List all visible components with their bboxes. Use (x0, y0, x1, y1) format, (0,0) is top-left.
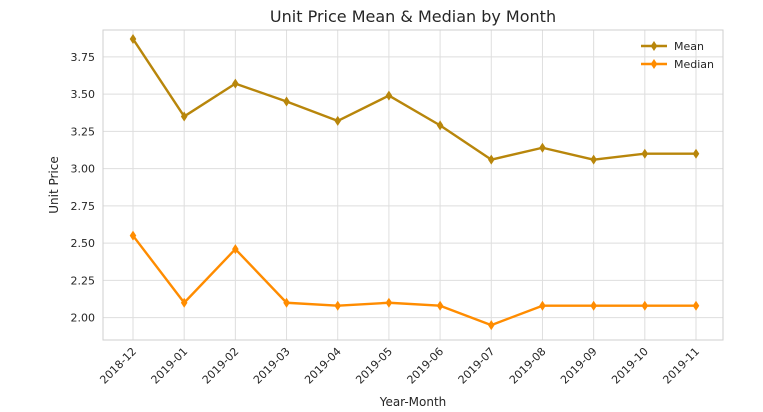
y-tick-label: 3.25 (71, 125, 96, 138)
series-layer (129, 33, 700, 331)
x-tick-label: 2019-09 (558, 345, 600, 387)
data-point-marker (539, 300, 546, 311)
data-point-marker (232, 244, 239, 255)
data-point-marker (487, 154, 495, 165)
series-median (129, 230, 700, 331)
data-point-marker (180, 111, 188, 122)
grid-layer (103, 30, 723, 340)
data-point-marker (385, 297, 393, 308)
x-tick-label: 2019-06 (405, 345, 447, 387)
data-point-marker (436, 120, 444, 131)
chart-title: Unit Price Mean & Median by Month (270, 7, 556, 26)
data-point-marker (334, 300, 342, 311)
x-axis-label: Year-Month (379, 395, 447, 409)
data-point-marker (180, 297, 188, 308)
legend-marker (650, 59, 658, 69)
y-tick-label: 3.50 (71, 88, 96, 101)
x-tick-label: 2019-04 (302, 345, 344, 387)
data-point-marker (283, 96, 290, 107)
data-point-marker (487, 320, 495, 331)
data-point-marker (232, 78, 239, 89)
data-point-marker (385, 90, 393, 101)
data-point-marker (641, 148, 649, 159)
series-mean (129, 33, 700, 165)
y-axis-ticks: 2.00 2.25 2.50 2.75 3.00 3.25 3.50 3.75 (71, 51, 96, 325)
data-point-marker (129, 230, 137, 241)
data-point-marker (436, 300, 444, 311)
y-tick-label: 2.50 (71, 237, 96, 250)
plot-frame (102, 29, 724, 341)
series-line-mean (131, 38, 696, 161)
y-tick-label: 3.00 (71, 163, 96, 176)
x-axis-ticks: 2018-12 2019-01 2019-02 2019-03 2019-04 2019-… (97, 345, 702, 387)
data-point-marker (692, 300, 700, 311)
y-tick-label: 2.00 (71, 312, 96, 325)
legend-label: Mean (674, 40, 704, 53)
legend: Mean Median (641, 40, 714, 71)
x-tick-label: 2019-10 (609, 345, 651, 387)
legend-marker (650, 41, 658, 51)
x-tick-label: 2018-12 (97, 345, 139, 387)
series-line-median (132, 234, 696, 327)
legend-label: Median (674, 58, 714, 71)
x-tick-label: 2019-02 (200, 345, 242, 387)
data-point-marker (129, 33, 137, 44)
data-point-marker (641, 300, 649, 311)
x-tick-label: 2019-03 (251, 345, 293, 387)
data-point-marker (590, 154, 597, 165)
data-point-marker (334, 115, 342, 126)
data-point-marker (283, 297, 290, 308)
x-tick-label: 2019-08 (507, 345, 549, 387)
legend-item-mean: Mean (641, 40, 704, 53)
y-axis-label: Unit Price (47, 156, 61, 214)
x-tick-label: 2019-11 (660, 345, 702, 387)
y-tick-label: 2.25 (71, 274, 96, 287)
data-point-marker (539, 142, 546, 153)
x-tick-label: 2019-05 (353, 345, 395, 387)
y-tick-label: 2.75 (71, 200, 96, 213)
data-point-marker (590, 300, 597, 311)
data-point-marker (692, 148, 700, 159)
y-tick-label: 3.75 (71, 51, 96, 64)
x-tick-label: 2019-07 (456, 345, 498, 387)
legend-item-median: Median (641, 58, 714, 71)
x-tick-label: 2019-01 (149, 345, 191, 387)
